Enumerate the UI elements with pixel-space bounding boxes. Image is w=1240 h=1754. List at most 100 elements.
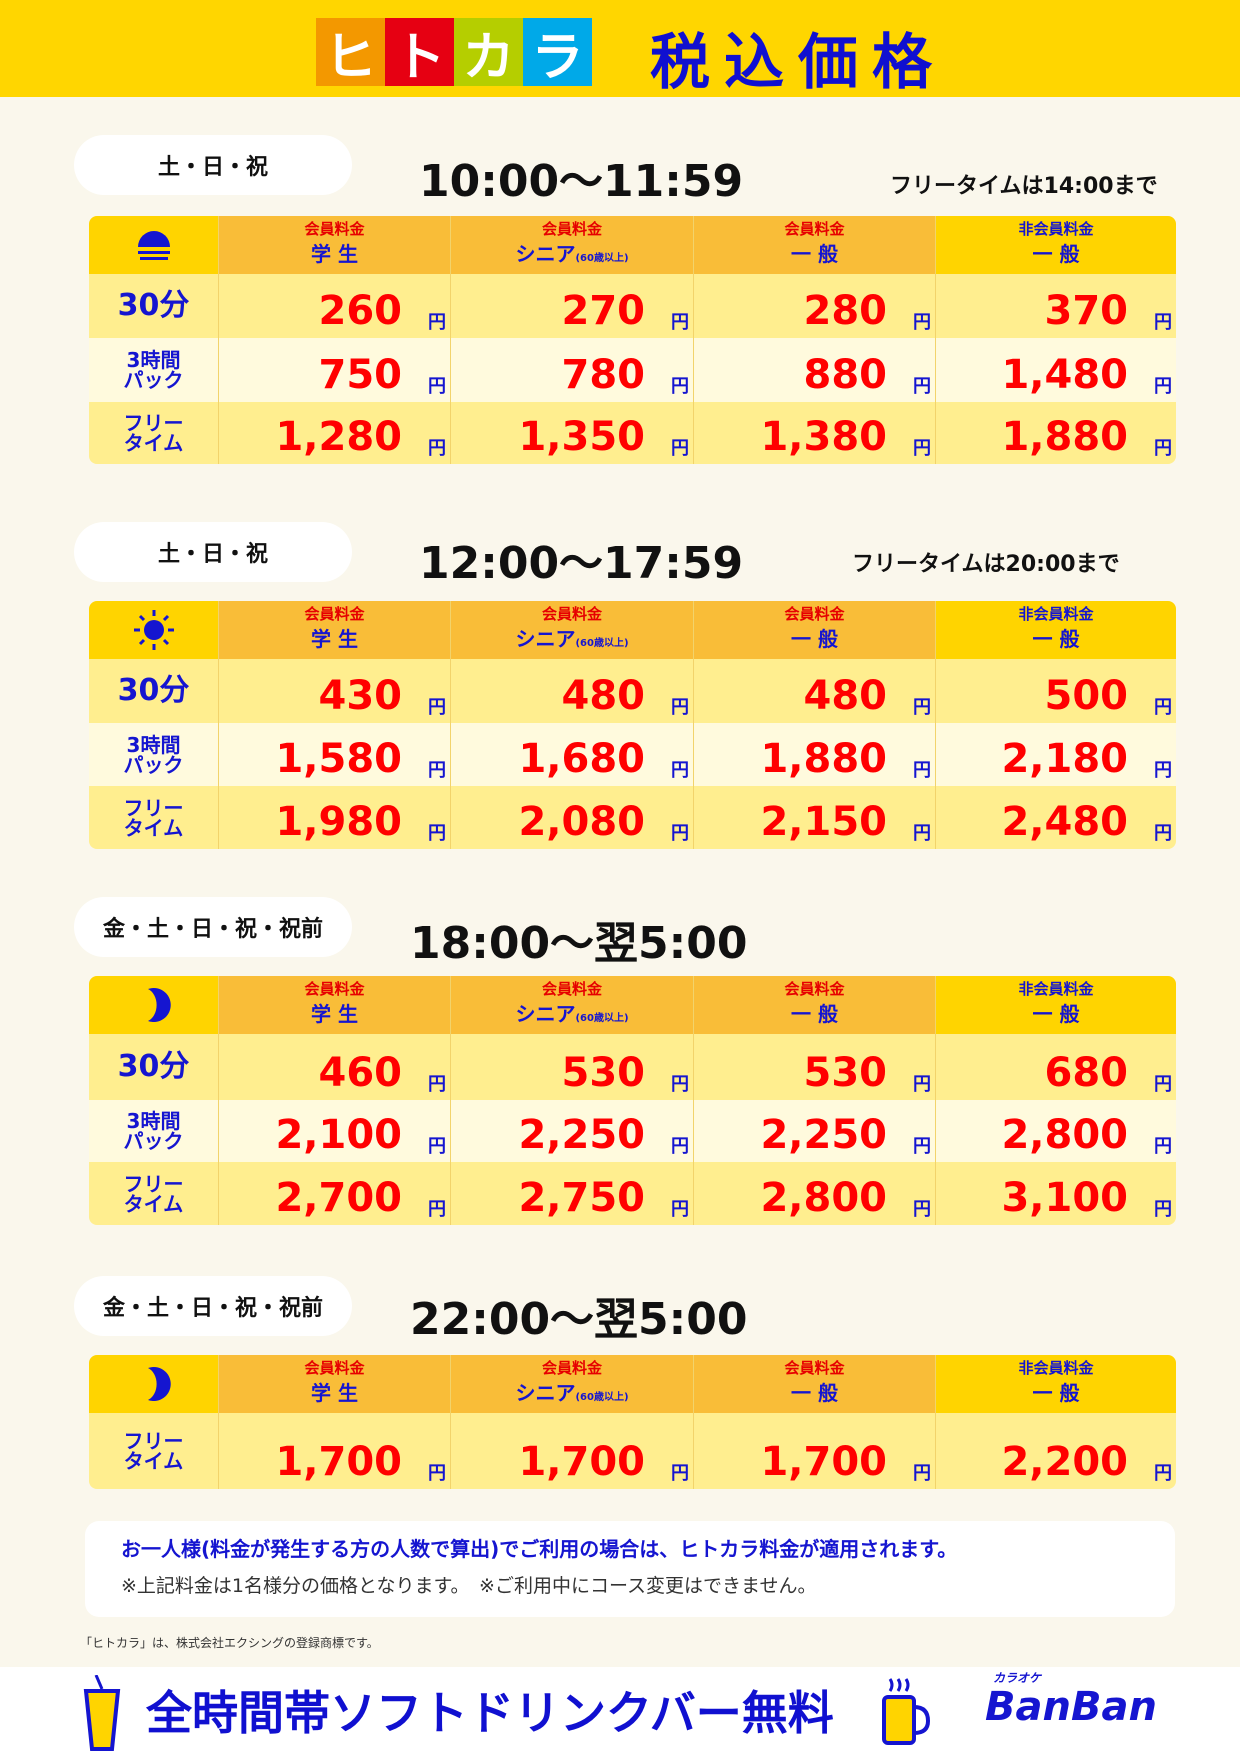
price-value: 2,800 (1001, 1112, 1128, 1158)
price-cell: 1,980 円 (219, 786, 451, 849)
price-cell: 2,800 円 (936, 1100, 1176, 1162)
price-cell: 1,700 円 (451, 1413, 694, 1489)
yen-unit: 円 (671, 823, 689, 845)
yen-unit: 円 (671, 312, 689, 334)
yen-unit: 円 (428, 1463, 446, 1485)
price-cell: 2,080 円 (451, 786, 694, 849)
customer-type: 学 生 (311, 627, 358, 651)
price-cell: 370 円 (936, 274, 1176, 338)
price-cell: 680 円 (936, 1034, 1176, 1100)
table-row: フリー タイム 1,280 円 1,350 円 1,380 円 1,880 円 (89, 402, 1176, 464)
price-value: 370 (1044, 288, 1129, 334)
yen-unit: 円 (913, 438, 931, 460)
price-value: 430 (318, 673, 403, 719)
customer-type: シニア(60歳以上) (515, 1002, 629, 1026)
yen-unit: 円 (671, 1463, 689, 1485)
customer-type: 学 生 (311, 1002, 358, 1026)
customer-type: 一 般 (791, 1381, 838, 1405)
drink-bar-banner: 全時間帯ソフトドリンクバー無料 カラオケ BanBan (0, 1667, 1240, 1754)
customer-type: シニア(60歳以上) (515, 242, 629, 266)
table-header-row: 会員料金学 生会員料金 シニア(60歳以上) 会員料金一 般非会員料金一 般 (89, 1355, 1176, 1413)
time-range: 10:00～11:59 (419, 156, 744, 207)
price-cell: 2,800 円 (694, 1162, 936, 1225)
price-value: 880 (803, 352, 888, 398)
yen-unit: 円 (1154, 1136, 1172, 1158)
price-cell: 2,180 円 (936, 723, 1176, 786)
price-cell: 2,700 円 (219, 1162, 451, 1225)
yen-unit: 円 (671, 1136, 689, 1158)
brand-small: カラオケ (993, 1671, 1042, 1685)
member-type: 会員料金 (304, 980, 365, 998)
row-label-cell: 30分 (89, 1034, 219, 1100)
table-header-row: 会員料金学 生会員料金 シニア(60歳以上) 会員料金一 般非会員料金一 般 (89, 216, 1176, 274)
row-label: フリー タイム (89, 786, 218, 849)
table-row: 30分 260 円 270 円 280 円 370 円 (89, 274, 1176, 338)
price-value: 1,980 (275, 799, 402, 845)
member-type: 会員料金 (784, 605, 845, 623)
row-label: 30分 (89, 659, 218, 723)
member-type: 非会員料金 (1018, 980, 1094, 998)
price-value: 280 (803, 288, 888, 334)
yen-unit: 円 (1154, 760, 1172, 782)
customer-type: 一 般 (791, 242, 838, 266)
price-value: 1,480 (1001, 352, 1128, 398)
notice-box: お一人様(料金が発生する方の人数で算出)でご利用の場合は、ヒトカラ料金が適用され… (85, 1521, 1175, 1617)
price-cell: 530 円 (451, 1034, 694, 1100)
logo-letter: カ (454, 18, 523, 88)
logo-letter: ト (385, 18, 454, 88)
notice-main: お一人様(料金が発生する方の人数で算出)でご利用の場合は、ヒトカラ料金が適用され… (121, 1537, 958, 1561)
price-cell: 270 円 (451, 274, 694, 338)
row-label-line: パック (123, 368, 184, 392)
price-cell: 2,250 円 (451, 1100, 694, 1162)
row-label-line: 30分 (117, 1049, 190, 1084)
yen-unit: 円 (913, 697, 931, 719)
price-value: 1,880 (760, 736, 887, 782)
row-label: 30分 (89, 274, 218, 338)
member-type: 会員料金 (541, 1359, 602, 1377)
row-label-line: タイム (123, 815, 184, 840)
column-header: 会員料金一 般 (694, 976, 936, 1034)
banban-logo: カラオケ BanBan (985, 1671, 1157, 1729)
row-label-cell: フリー タイム (89, 1162, 219, 1225)
row-label-line: 3時間 (126, 348, 181, 372)
column-header: 非会員料金一 般 (936, 1355, 1176, 1413)
price-cell: 1,700 円 (219, 1413, 451, 1489)
column-header: 会員料金 シニア(60歳以上) (451, 976, 694, 1034)
yen-unit: 円 (428, 438, 446, 460)
customer-type: 一 般 (1032, 1381, 1080, 1405)
price-value: 270 (561, 288, 646, 334)
yen-unit: 円 (913, 376, 931, 398)
price-value: 3,100 (1001, 1175, 1128, 1221)
yen-unit: 円 (913, 1074, 931, 1096)
price-cell: 500 円 (936, 659, 1176, 723)
yen-unit: 円 (671, 760, 689, 782)
member-type: 会員料金 (304, 605, 365, 623)
row-label: フリー タイム (89, 1413, 218, 1489)
row-label-line: フリー (123, 1429, 184, 1453)
price-table: 会員料金学 生会員料金 シニア(60歳以上) 会員料金一 般非会員料金一 般 30分 4… (89, 976, 1176, 1225)
column-header: 会員料金 シニア(60歳以上) (451, 601, 694, 659)
price-value: 1,700 (760, 1439, 887, 1485)
yen-unit: 円 (913, 312, 931, 334)
price-value: 2,250 (760, 1112, 887, 1158)
column-header: 非会員料金一 般 (936, 216, 1176, 274)
price-cell: 280 円 (694, 274, 936, 338)
row-label: フリー タイム (89, 402, 218, 464)
price-value: 1,350 (518, 414, 645, 460)
price-value: 2,150 (760, 799, 887, 845)
yen-unit: 円 (1154, 312, 1172, 334)
customer-type: 学 生 (311, 242, 358, 266)
time-range: 18:00～翌5:00 (410, 918, 748, 969)
customer-type: 一 般 (1032, 242, 1080, 266)
time-range: 22:00～翌5:00 (410, 1294, 748, 1345)
price-value: 260 (318, 288, 403, 334)
price-value: 2,100 (275, 1112, 402, 1158)
column-header: 会員料金 シニア(60歳以上) (451, 1355, 694, 1413)
price-value: 2,080 (518, 799, 645, 845)
table-row: 3時間 パック 1,580 円 1,680 円 1,880 円 2,180 円 (89, 723, 1176, 786)
price-cell: 880 円 (694, 338, 936, 402)
yen-unit: 円 (1154, 697, 1172, 719)
price-value: 780 (561, 352, 646, 398)
price-value: 2,700 (275, 1175, 402, 1221)
price-table: 会員料金学 生会員料金 シニア(60歳以上) 会員料金一 般非会員料金一 般 30分 4… (89, 601, 1176, 849)
